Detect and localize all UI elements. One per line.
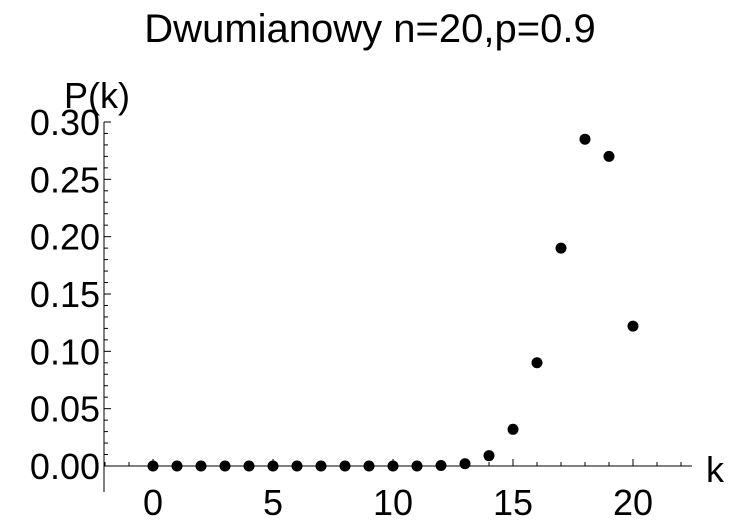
y-tick-label: 0.00 bbox=[30, 446, 100, 487]
data-point bbox=[387, 460, 399, 472]
data-point bbox=[339, 460, 351, 472]
data-point bbox=[627, 320, 639, 332]
y-axis-label: P(k) bbox=[64, 75, 130, 116]
data-point bbox=[603, 150, 615, 162]
x-axis-label: k bbox=[706, 449, 725, 490]
data-point bbox=[555, 242, 567, 254]
data-point bbox=[531, 357, 543, 369]
x-tick-label: 0 bbox=[143, 482, 163, 523]
data-point bbox=[411, 460, 423, 472]
y-tick-label: 0.20 bbox=[30, 217, 100, 258]
data-point bbox=[243, 460, 255, 472]
y-tick-label: 0.05 bbox=[30, 389, 100, 430]
y-tick-label: 0.30 bbox=[30, 102, 100, 143]
data-point bbox=[147, 460, 159, 472]
data-point bbox=[363, 460, 375, 472]
data-point bbox=[315, 460, 327, 472]
y-ticks: 0.00 0.05 0.10 0.15 0.20 0.25 0.30 bbox=[30, 102, 111, 487]
data-points bbox=[147, 133, 639, 472]
y-tick-label: 0.25 bbox=[30, 159, 100, 200]
data-point bbox=[219, 460, 231, 472]
x-ticks: 0 5 10 15 20 bbox=[104, 459, 682, 523]
data-point bbox=[435, 460, 447, 472]
data-point bbox=[579, 133, 591, 145]
y-tick-label: 0.15 bbox=[30, 274, 100, 315]
x-tick-label: 10 bbox=[373, 482, 413, 523]
x-tick-label: 5 bbox=[263, 482, 283, 523]
data-point bbox=[483, 450, 495, 462]
data-point bbox=[267, 460, 279, 472]
data-point bbox=[171, 460, 183, 472]
chart-title: Dwumianowy n=20,p=0.9 bbox=[144, 7, 595, 51]
axes bbox=[103, 121, 692, 492]
data-point bbox=[291, 460, 303, 472]
y-tick-label: 0.10 bbox=[30, 331, 100, 372]
data-point bbox=[507, 423, 519, 435]
x-tick-label: 20 bbox=[613, 482, 653, 523]
data-point bbox=[459, 458, 471, 470]
x-tick-label: 15 bbox=[493, 482, 533, 523]
data-point bbox=[195, 460, 207, 472]
